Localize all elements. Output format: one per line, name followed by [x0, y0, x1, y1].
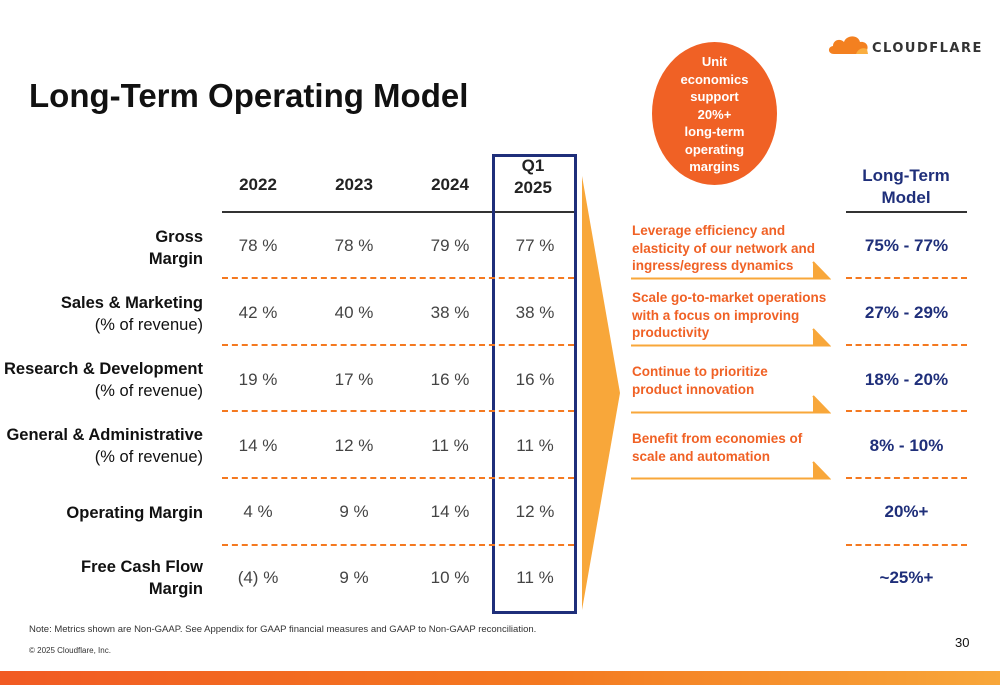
chevron-arrow-icon — [582, 176, 620, 610]
row-label-line1: Operating Margin — [66, 504, 203, 522]
lever-line: ingress/egress dynamics — [632, 258, 794, 273]
table-cell: 12 % — [334, 436, 374, 455]
long-term-value: 20%+ — [884, 502, 929, 521]
table-cell: 14 % — [238, 436, 278, 455]
lever-line: productivity — [632, 325, 710, 340]
copyright: © 2025 Cloudflare, Inc. — [29, 646, 111, 655]
column-header-2022: 2022 — [239, 175, 277, 194]
table-cell: (4) % — [237, 568, 279, 587]
column-header-q1: Q1 — [521, 156, 545, 175]
row-label-free-cash-flow: Free Cash Flow Margin — [81, 556, 203, 600]
row-divider — [222, 544, 574, 546]
table-cell: 16 % — [515, 370, 555, 389]
row-label-line1: Sales & Marketing — [60, 294, 203, 312]
lever-line: Benefit from economies of — [632, 431, 803, 446]
lever-network-efficiency: Leverage efficiency and elasticity of ou… — [632, 222, 815, 275]
logo-wordmark: CLOUDFLARE — [872, 41, 983, 56]
row-divider — [846, 410, 967, 412]
lever-line: elasticity of our network and — [632, 240, 816, 256]
row-label-research-development: Research & Development (% of revenue) — [4, 358, 203, 402]
footer-bar — [0, 671, 1000, 685]
table-cell: 78 % — [334, 236, 374, 255]
table-cell: 10 % — [430, 568, 470, 587]
lever-pointer-icon — [631, 395, 831, 414]
table-cell: 38 % — [515, 303, 555, 322]
footnote: Note: Metrics shown are Non-GAAP. See Ap… — [29, 624, 537, 635]
row-divider — [846, 544, 967, 546]
row-label-line1: Research & Development — [4, 360, 203, 378]
table-cell: 38 % — [430, 303, 470, 322]
row-label-line1: Gross — [155, 228, 203, 246]
row-label-line2: Margin — [148, 250, 203, 268]
long-term-value: ~25%+ — [879, 568, 934, 587]
table-cell: 19 % — [238, 370, 278, 389]
table-cell: 12 % — [515, 502, 555, 521]
table-cell: 17 % — [334, 370, 374, 389]
cloud-icon — [828, 36, 868, 54]
lever-pointer-icon — [631, 328, 831, 347]
lever-line: Scale go-to-market operations — [632, 290, 827, 305]
table-cell: 16 % — [430, 370, 470, 389]
row-divider — [222, 477, 574, 479]
column-header-2024: 2024 — [431, 175, 469, 194]
long-term-value: 18% - 20% — [864, 370, 949, 389]
callout-bubble: Unit economics support 20%+ long-term op… — [652, 42, 777, 185]
row-label-sales-marketing: Sales & Marketing (% of revenue) — [61, 292, 203, 336]
lever-go-to-market: Scale go-to-market operations with a foc… — [632, 289, 826, 342]
row-divider — [846, 344, 967, 346]
column-header-year: 2025 — [514, 178, 552, 197]
header-line: Model — [881, 188, 931, 207]
long-term-model-header: Long-Term Model — [846, 165, 966, 209]
row-label-operating-margin: Operating Margin — [66, 502, 203, 524]
row-label-line2: (% of revenue) — [94, 382, 203, 400]
row-label-line2: Margin — [148, 580, 203, 598]
row-label-line2: (% of revenue) — [94, 316, 203, 334]
lever-line: product innovation — [632, 381, 755, 397]
cloudflare-logo: CLOUDFLARE — [826, 32, 981, 62]
row-divider — [222, 344, 574, 346]
table-cell: 11 % — [516, 436, 554, 455]
column-header-q1-2025: Q1 2025 — [493, 155, 573, 199]
row-divider — [846, 277, 967, 279]
table-cell: 9 % — [339, 568, 369, 587]
table-cell: 42 % — [238, 303, 278, 322]
table-cell: 40 % — [334, 303, 374, 322]
table-cell: 11 % — [431, 436, 469, 455]
long-term-value: 27% - 29% — [864, 303, 949, 322]
table-cell: 4 % — [243, 502, 273, 521]
lever-line: Continue to prioritize — [632, 364, 768, 379]
q1-highlight-box — [492, 154, 577, 614]
page-title: Long-Term Operating Model — [29, 77, 469, 114]
lever-product-innovation: Continue to prioritize product innovatio… — [632, 363, 768, 398]
lever-pointer-icon — [631, 261, 831, 280]
table-cell: 11 % — [516, 568, 554, 587]
lever-pointer-icon — [631, 461, 831, 480]
row-label-line1: Free Cash Flow — [81, 558, 203, 576]
row-divider — [222, 277, 574, 279]
row-divider — [846, 477, 967, 479]
long-term-value: 75% - 77% — [864, 236, 949, 255]
long-term-value: 8% - 10% — [869, 436, 944, 455]
table-cell: 9 % — [339, 502, 369, 521]
lever-economies-of-scale: Benefit from economies of scale and auto… — [632, 430, 802, 465]
table-cell: 14 % — [430, 502, 470, 521]
table-cell: 77 % — [515, 236, 555, 255]
callout-text: Unit economics support 20%+ long-term op… — [680, 54, 749, 175]
lever-line: Leverage efficiency and — [632, 223, 786, 238]
lever-line: scale and automation — [632, 448, 771, 464]
long-term-header-rule — [846, 211, 967, 213]
lever-line: with a focus on improving — [632, 307, 800, 323]
row-divider — [222, 410, 574, 412]
page-number: 30 — [955, 635, 970, 650]
header-rule — [222, 211, 574, 213]
table-cell: 78 % — [238, 236, 278, 255]
row-label-general-administrative: General & Administrative (% of revenue) — [6, 424, 203, 468]
row-label-line1: General & Administrative — [6, 426, 203, 444]
column-header-2023: 2023 — [335, 175, 373, 194]
header-line: Long-Term — [862, 166, 950, 185]
row-label-line2: (% of revenue) — [94, 448, 203, 466]
row-label-gross-margin: Gross Margin — [149, 226, 203, 270]
table-cell: 79 % — [430, 236, 470, 255]
